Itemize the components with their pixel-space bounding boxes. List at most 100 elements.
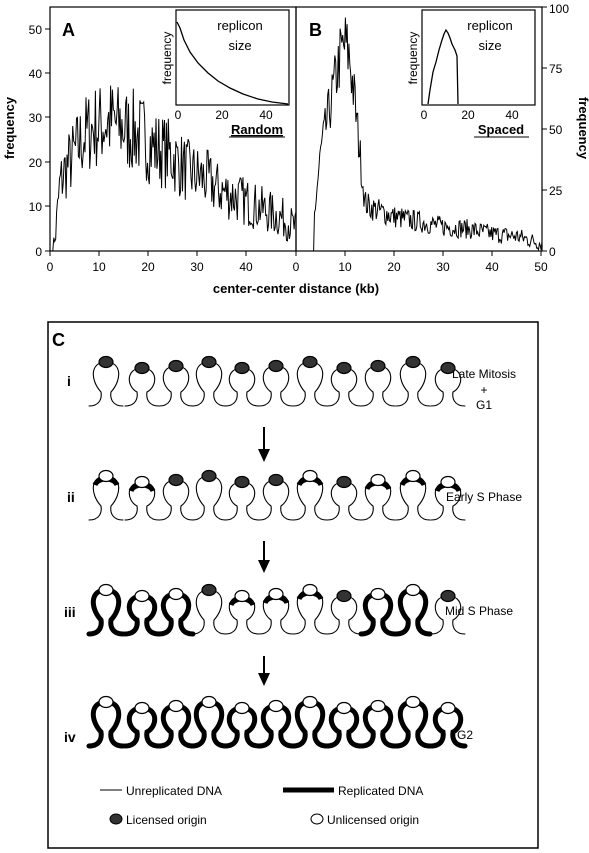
row-iv-label: G2 [457, 728, 473, 742]
legend-unreplicated: Unreplicated DNA [126, 784, 222, 798]
row-i-label-3: G1 [476, 398, 492, 412]
unlicensed-origin-icon [440, 701, 456, 715]
unlicensed-origin-icon [98, 583, 114, 597]
unlicensed-origin-icon [98, 695, 114, 709]
a-xtick-20: 20 [141, 260, 155, 274]
panel-b-letter: B [309, 20, 322, 40]
unlicensed-origin-icon [370, 587, 386, 601]
inset-b-frame [421, 9, 536, 106]
panel-a-series-line [50, 85, 297, 252]
licensed-origin-icon [234, 361, 250, 375]
legend: Unreplicated DNA Replicated DNA Licensed… [100, 784, 423, 827]
replicon-loop [189, 699, 229, 749]
arrow-2-icon [258, 560, 270, 573]
replicon-loop [395, 361, 431, 407]
arrows [258, 427, 270, 686]
replicon-row [88, 469, 466, 521]
legend-unlicensed: Unlicensed origin [327, 813, 419, 827]
row-i-numeral: i [67, 373, 71, 389]
panel-a-ylabel: frequency [2, 96, 17, 159]
unlicensed-origin-icon [405, 469, 421, 483]
unlicensed-origin-icon [310, 813, 324, 825]
panel-a: A frequency 0 10 20 30 40 50 0 10 20 [2, 6, 297, 274]
unlicensed-origin-icon [234, 589, 250, 603]
unlicensed-origin-icon [234, 701, 250, 715]
licensed-origin-icon [302, 355, 318, 369]
licensed-origin-icon [201, 355, 217, 369]
licensed-origin-icon [268, 473, 284, 487]
inset-b-xtick-0: 0 [421, 108, 428, 122]
unlicensed-origin-icon [370, 699, 386, 713]
row-i-label-2: + [480, 383, 487, 397]
a-ytick-20: 20 [29, 156, 43, 170]
arrow-3-icon [258, 673, 270, 686]
replicon-loop [86, 587, 126, 637]
row-ii-label: Early S Phase [446, 490, 522, 504]
panel-b-inset: frequency replicon size 0 20 40 Spaced [406, 9, 536, 138]
inset-a-curve [176, 21, 289, 105]
a-ytick-50: 50 [29, 23, 43, 37]
unlicensed-origin-icon [302, 695, 318, 709]
b-ytick-75: 75 [549, 62, 563, 76]
inset-a-ylabel: frequency [160, 32, 174, 85]
licensed-origin-icon [234, 475, 250, 489]
licensed-origin-icon [98, 355, 114, 369]
unlicensed-origin-icon [134, 589, 150, 603]
panel-a-letter: A [62, 20, 75, 40]
inset-a-xtick-0: 0 [175, 108, 182, 122]
a-xtick-10: 10 [92, 260, 106, 274]
b-ytick-0: 0 [549, 245, 556, 259]
replicon-rows [86, 355, 468, 749]
unlicensed-origin-icon [336, 701, 352, 715]
replicon-row [86, 695, 468, 749]
inset-b-xtick-20: 20 [461, 108, 475, 122]
panel-c-letter: C [52, 330, 65, 350]
licensed-origin-icon [134, 361, 150, 375]
licensed-origin-icon [440, 589, 456, 603]
unlicensed-origin-icon [405, 583, 421, 597]
b-ytick-100: 100 [549, 2, 569, 16]
inset-a-title-2: size [228, 38, 251, 53]
panel-a-inset: frequency replicon size 0 20 40 Random [160, 9, 290, 138]
b-xtick-40: 40 [485, 260, 499, 274]
inset-b-curve [427, 28, 459, 105]
panel-a-yaxis: 0 10 20 30 40 50 [29, 23, 50, 259]
row-iii-label: Mid S Phase [445, 604, 513, 618]
b-xtick-30: 30 [436, 260, 450, 274]
licensed-origin-icon [168, 359, 184, 373]
replicon-loop [86, 699, 126, 749]
panel-b-yaxis: 0 25 50 75 100 [542, 2, 569, 259]
unlicensed-origin-icon [268, 587, 284, 601]
a-xtick-30: 30 [190, 260, 204, 274]
unlicensed-origin-icon [98, 469, 114, 483]
inset-b-title-1: replicon [467, 18, 513, 33]
replicon-row [88, 355, 466, 407]
inset-a-caption: Random [231, 122, 283, 137]
unlicensed-origin-icon [168, 587, 184, 601]
unlicensed-origin-icon [268, 699, 284, 713]
panel-b: B frequency 0 25 50 75 100 0 10 20 30 40 [293, 2, 589, 274]
shared-xlabel: center-center distance (kb) [213, 281, 379, 296]
replicon-loop [191, 361, 227, 407]
licensed-origin-icon [109, 813, 123, 825]
replicon-loop [292, 361, 328, 407]
a-ytick-30: 30 [29, 111, 43, 125]
licensed-origin-icon [168, 473, 184, 487]
replicon-loop [191, 589, 227, 635]
replicon-loop [290, 699, 330, 749]
panel-c-frame [47, 321, 539, 849]
inset-a-title-1: replicon [217, 18, 263, 33]
b-xtick-10: 10 [338, 260, 352, 274]
licensed-origin-icon [336, 361, 352, 375]
b-xtick-50: 50 [534, 260, 548, 274]
unlicensed-origin-icon [440, 475, 456, 489]
b-xtick-0: 0 [293, 260, 300, 274]
inset-b-title-2: size [478, 38, 501, 53]
b-ytick-50: 50 [549, 123, 563, 137]
panel-b-series-line [312, 17, 543, 252]
a-xtick-0: 0 [47, 260, 54, 274]
a-ytick-0: 0 [35, 245, 42, 259]
licensed-origin-icon [440, 361, 456, 375]
licensed-origin-icon [336, 589, 352, 603]
licensed-origin-icon [405, 355, 421, 369]
